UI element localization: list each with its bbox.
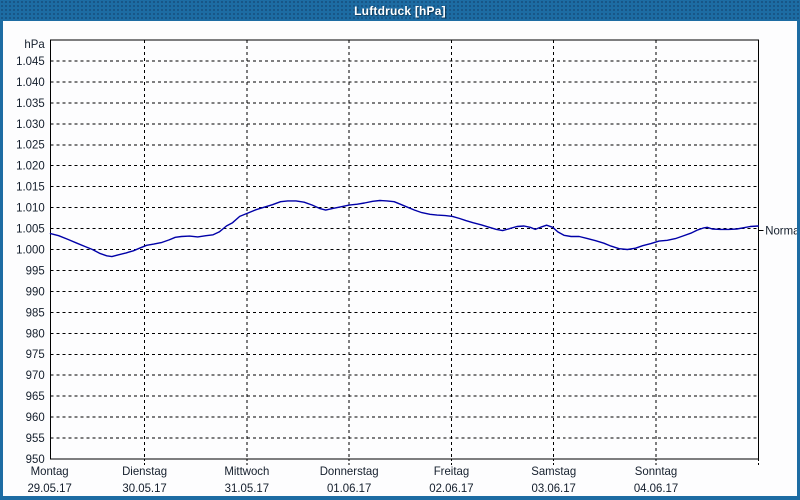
y-axis-label: 985 bbox=[26, 307, 45, 319]
x-axis-day-label: Sonntag bbox=[635, 466, 677, 478]
y-axis-label: 955 bbox=[26, 433, 45, 445]
y-axis-label: 1.030 bbox=[16, 119, 45, 131]
window-border-right bbox=[797, 21, 800, 500]
y-axis-label: 1.000 bbox=[16, 244, 45, 256]
x-axis-day-label: Dienstag bbox=[122, 466, 167, 478]
x-axis-date-label: 01.06.17 bbox=[327, 483, 371, 495]
y-axis-label: 1.015 bbox=[16, 182, 45, 194]
x-axis-date-label: 02.06.17 bbox=[429, 483, 473, 495]
x-axis-date-label: 04.06.17 bbox=[634, 483, 678, 495]
y-axis-label: 990 bbox=[26, 286, 45, 298]
window-border-left bbox=[0, 21, 3, 500]
title-bar: Luftdruck [hPa] bbox=[0, 0, 800, 21]
window-title: Luftdruck [hPa] bbox=[354, 3, 446, 18]
y-axis-label: 1.025 bbox=[16, 140, 45, 152]
y-axis-label: 1.035 bbox=[16, 98, 45, 110]
window-border-bottom bbox=[0, 496, 800, 500]
normal-label: Normal bbox=[765, 226, 797, 238]
plot-frame bbox=[50, 39, 759, 460]
y-axis-label: 1.040 bbox=[16, 77, 45, 89]
y-axis-label: 965 bbox=[26, 391, 45, 403]
x-axis-date-label: 31.05.17 bbox=[225, 483, 269, 495]
x-axis-day-label: Donnerstag bbox=[320, 466, 379, 478]
y-axis-label: 975 bbox=[26, 349, 45, 361]
y-axis-label: 1.005 bbox=[16, 224, 45, 236]
y-axis-label: 950 bbox=[26, 454, 45, 466]
x-axis-day-label: Freitag bbox=[434, 466, 469, 478]
x-axis-day-label: Samstag bbox=[531, 466, 576, 478]
x-axis-date-label: 30.05.17 bbox=[122, 483, 166, 495]
x-axis-date-label: 29.05.17 bbox=[27, 483, 71, 495]
pressure-line-chart: 1.045 1.040 1.035 1.030 1.025 1.020 1.015 1.010… bbox=[16, 39, 800, 495]
x-axis-date-label: 03.06.17 bbox=[532, 483, 576, 495]
y-axis-label: 970 bbox=[26, 370, 45, 382]
pressure-curve bbox=[49, 199, 759, 258]
chart-area: 1.045 1.040 1.035 1.030 1.025 1.020 1.015 1.010… bbox=[3, 21, 800, 496]
x-axis-day-label: Montag bbox=[31, 466, 69, 478]
y-axis-label: 1.010 bbox=[16, 203, 45, 215]
y-axis-label: 960 bbox=[26, 412, 45, 424]
y-axis-label: 1.045 bbox=[16, 56, 45, 68]
x-axis-day-label: Mittwoch bbox=[224, 466, 269, 478]
y-axis-label: 980 bbox=[26, 328, 45, 340]
y-axis-label: 1.020 bbox=[16, 161, 45, 173]
y-axis-unit-label: hPa bbox=[24, 39, 45, 51]
y-axis-label: 995 bbox=[26, 265, 45, 277]
